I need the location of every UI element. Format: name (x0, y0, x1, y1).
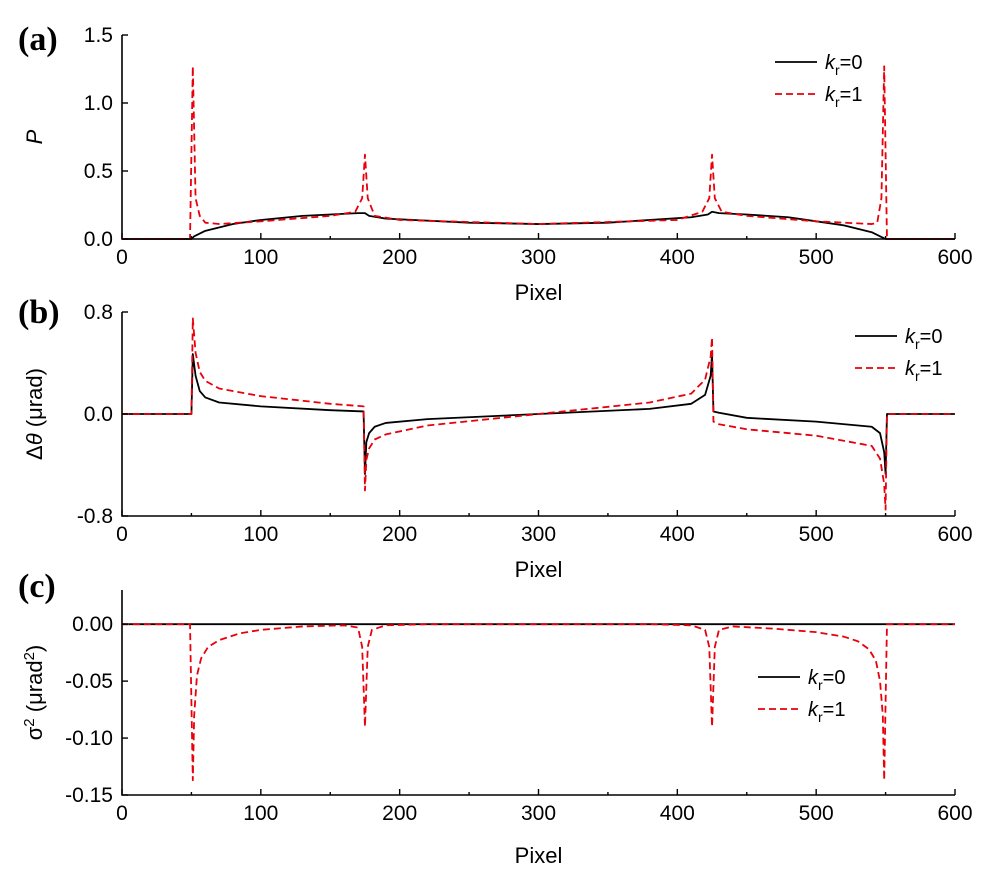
legend-sub: r (915, 336, 920, 352)
y-tick-label: -0.10 (65, 727, 113, 750)
y-tick-label: 1.5 (84, 24, 113, 47)
x-tick-label: 300 (521, 802, 556, 825)
legend-var: k (905, 326, 916, 348)
legend: kr=0kr=1 (775, 52, 862, 110)
x-tick-label: 200 (382, 802, 417, 825)
panel-label: (c) (18, 568, 56, 605)
legend-var: k (825, 52, 836, 74)
y-axis-title: Δθ (μrad) (22, 368, 47, 460)
legend-label: kr=0 (808, 667, 845, 693)
y-tick-label: 0.5 (84, 160, 113, 183)
series-line-kr0 (122, 210, 955, 240)
x-tick-label: 400 (660, 802, 695, 825)
series-line-kr1 (122, 65, 955, 240)
x-tick-label: 500 (799, 246, 834, 269)
y-title-close: ) (22, 645, 47, 652)
y-title-theta: θ (22, 433, 47, 445)
panel-label: (a) (18, 21, 58, 58)
axis-frame (121, 590, 955, 796)
legend-var: k (825, 84, 836, 106)
y-axis-title: σ2 (μrad2) (21, 645, 47, 741)
legend-rest: =0 (920, 326, 943, 348)
legend-sub: r (818, 677, 823, 693)
panel-1: 0 100 200 300 400 500 600 -0.8 0.0 0.8 (b) Pixel Δθ … (18, 294, 973, 582)
legend-label: kr=0 (825, 52, 862, 78)
legend-rest: =0 (823, 667, 846, 689)
legend-sub: r (915, 368, 920, 384)
legend-label: kr=0 (905, 326, 942, 352)
series-line-kr1 (122, 623, 955, 782)
panel-2: 0 100 200 300 400 500 600 -0.15 -0.10 -0.05 0.00 (c… (18, 568, 973, 868)
legend-sub: r (835, 62, 840, 78)
legend-var: k (808, 667, 819, 689)
y-tick-label: 0.00 (72, 613, 113, 636)
x-axis-title: Pixel (515, 280, 563, 305)
y-tick-label: 1.0 (84, 92, 113, 115)
legend-rest: =1 (823, 699, 846, 721)
x-tick-label: 200 (382, 523, 417, 546)
legend-label: kr=1 (905, 358, 942, 384)
x-tick-label: 500 (799, 523, 834, 546)
y-title-sup: 2 (21, 718, 38, 726)
panel-label: (b) (18, 294, 60, 331)
y-title-sigma: σ (22, 726, 47, 740)
x-tick-label: 100 (243, 246, 278, 269)
x-tick-label: 400 (660, 523, 695, 546)
x-tick-label: 200 (382, 246, 417, 269)
x-tick-label: 300 (521, 246, 556, 269)
y-tick-label: -0.15 (65, 784, 113, 807)
x-tick-label: 0 (116, 802, 128, 825)
panel-0: 0 100 200 300 400 500 600 0.0 0.5 1.0 1.5 (a) Pixel P… (18, 21, 973, 305)
x-axis-title: Pixel (515, 557, 563, 582)
legend-rest: =1 (840, 84, 863, 106)
x-tick-label: 100 (243, 523, 278, 546)
series-line-kr0 (122, 353, 955, 475)
x-tick-label: 0 (116, 523, 128, 546)
legend-label: kr=1 (808, 699, 845, 725)
y-tick-label: -0.8 (77, 505, 113, 528)
x-tick-label: 500 (799, 802, 834, 825)
x-tick-label: 600 (937, 246, 972, 269)
x-tick-label: 400 (660, 246, 695, 269)
x-tick-label: 100 (243, 802, 278, 825)
series-line-kr1 (122, 317, 955, 511)
y-axis-title: P (22, 129, 47, 144)
x-axis-title: Pixel (515, 843, 563, 868)
y-title-delta: Δ (22, 445, 47, 460)
legend-rest: =0 (840, 52, 863, 74)
y-title-unit: (μrad (22, 660, 47, 718)
legend: kr=0kr=1 (855, 326, 942, 384)
y-tick-label: 0.8 (84, 301, 113, 324)
legend: kr=0kr=1 (758, 667, 845, 725)
legend-var: k (808, 699, 819, 721)
x-tick-label: 600 (937, 523, 972, 546)
y-title-sup: 2 (21, 652, 38, 660)
y-tick-label: -0.05 (65, 670, 113, 693)
legend-var: k (905, 358, 916, 380)
y-tick-label: 0.0 (84, 228, 113, 251)
legend-label: kr=1 (825, 84, 862, 110)
legend-sub: r (818, 709, 823, 725)
legend-rest: =1 (920, 358, 943, 380)
y-tick-label: 0.0 (84, 403, 113, 426)
x-tick-label: 0 (116, 246, 128, 269)
y-title-unit: (μrad) (22, 368, 47, 433)
legend-sub: r (835, 94, 840, 110)
x-tick-label: 600 (937, 802, 972, 825)
x-tick-label: 300 (521, 523, 556, 546)
